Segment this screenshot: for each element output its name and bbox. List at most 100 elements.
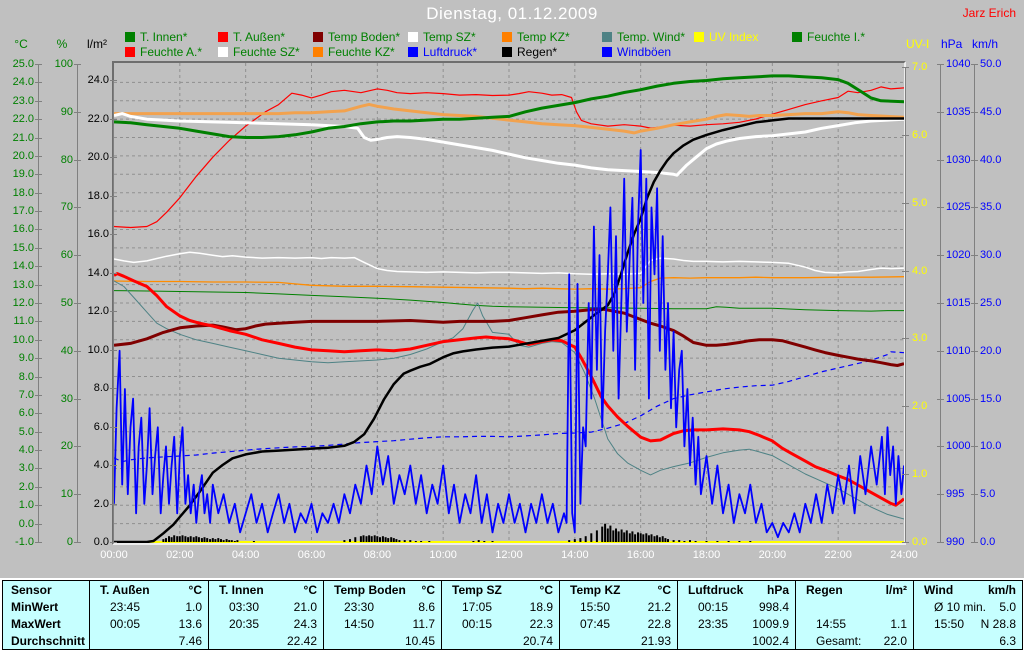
axis-ticklabel-percent: 10 (60, 488, 73, 501)
regen-rate-bar (716, 541, 719, 542)
table-max-0: 00:05 13.6 (90, 615, 208, 632)
table-header-1-value: °C (303, 582, 317, 597)
table-col-luftdruck: Luftdruck hPa 00:15 998.4 23:35 1009.9 1002.4 (677, 581, 795, 649)
table-min-7-value: 5.0 (999, 599, 1016, 614)
axis-tick-celsius (35, 431, 42, 433)
axis-tick-percent (74, 111, 81, 113)
axis-ticklabel-kmh: 20.0 (980, 344, 1002, 357)
axis-tick-kmh (971, 207, 978, 209)
table-header-5: Luftdruck hPa (678, 581, 795, 598)
windboeen-line (114, 149, 904, 539)
table-max-5-value: 1009.9 (752, 616, 789, 631)
axis-header-kmh: km/h (972, 37, 999, 51)
regen-rate-bar (650, 534, 653, 542)
axis-header-hpa: hPa (941, 37, 963, 51)
axis-tick-rain (110, 234, 117, 235)
statistics-table: Sensor MinWert MaxWert Durchschnitt T. Außen… (2, 580, 1023, 650)
legend-label: Regen* (517, 45, 558, 59)
table-header-2-label: Temp Boden (334, 582, 406, 597)
regen-rate-bar (645, 533, 648, 542)
axis-ticklabel-uv: 7.0 (912, 61, 928, 73)
axis-ticklabel-rain: 4.0 (93, 459, 109, 471)
table-min-0: 23:45 1.0 (90, 598, 208, 615)
regen-rate-bar (634, 534, 637, 542)
axis-ticklabel-percent: 0 (66, 536, 73, 548)
axis-tick-celsius (35, 394, 42, 396)
table-avg-5-value: 1002.4 (752, 633, 789, 648)
table-max-7: 15:50 N 28.8 (914, 615, 1022, 632)
regen-rate-bar (625, 530, 628, 542)
table-col-tempsz: Temp SZ °C 17:05 18.9 00:15 22.3 20.74 (441, 581, 559, 649)
axis-ticklabel-hpa: 1035 (946, 105, 971, 118)
table-header-4: Temp KZ °C (560, 581, 677, 598)
axis-line-uv (905, 67, 906, 542)
axis-tick-celsius (35, 247, 42, 249)
axis-tick-hpa (937, 542, 944, 543)
axis-tick-rain (110, 157, 117, 158)
axis-ticklabel-rain: 18.0 (87, 189, 109, 202)
axis-ticklabel-kmh: 35.0 (980, 201, 1002, 214)
axis-tick-rain (110, 465, 117, 466)
table-min-5-value: 998.4 (758, 599, 789, 614)
axis-ticklabel-celsius: 23.0 (12, 94, 34, 107)
x-axis-label: 02:00 (166, 549, 194, 561)
axis-tick-kmh (971, 111, 978, 113)
axis-ticklabel-kmh: 25.0 (980, 297, 1002, 309)
axis-tick-celsius (35, 192, 42, 194)
regen-rate-bar (379, 537, 381, 542)
table-header-3: Temp SZ °C (442, 581, 559, 598)
regen-rate-bar (601, 526, 604, 542)
table-max-4-label: 07:45 (580, 616, 611, 631)
legend-swatch-icon (792, 32, 802, 42)
axis-ticklabel-celsius: 1.0 (18, 499, 34, 512)
table-avg-6: Gesamt: 22.0 (796, 632, 913, 649)
regen-rate-bar (176, 536, 179, 542)
regen-rate-bar (398, 540, 401, 542)
axis-header-celsius: °C (14, 37, 28, 51)
axis-ticklabel-kmh: 15.0 (980, 392, 1002, 405)
regen-rate-bar (200, 538, 203, 542)
legend-label: Temp KZ* (517, 30, 570, 44)
axis-ticklabel-kmh: 45.0 (980, 105, 1002, 118)
table-header-5-label: Luftdruck (688, 582, 744, 597)
table-max-7-label: 15:50 (934, 616, 965, 631)
axis-ticklabel-percent: 60 (60, 249, 73, 262)
regen-rate-bar (609, 525, 612, 542)
axis-tick-uv (902, 474, 909, 476)
regen-rate-bar (178, 536, 181, 542)
regen-rate-bar (683, 541, 686, 542)
x-axis-label: 08:00 (363, 549, 392, 561)
regen-rate-bar (225, 539, 228, 542)
axis-tick-celsius (35, 542, 42, 543)
regen-rate-bar (595, 530, 598, 542)
axis-ticklabel-hpa: 1030 (946, 153, 971, 166)
axis-tick-rain (110, 349, 117, 351)
axis-ticklabel-celsius: 0.0 (18, 517, 34, 530)
axis-ticklabel-celsius: 25.0 (12, 57, 34, 70)
legend-item-tinnen: T. Innen* (125, 31, 187, 43)
table-max-0-label: 00:05 (110, 616, 141, 631)
regen-rate-bar (222, 540, 225, 542)
axis-tick-rain (110, 118, 117, 120)
legend-swatch-icon (502, 32, 512, 42)
regen-rate-bar (365, 536, 368, 542)
legend-item-tempwind: Temp. Wind* (602, 31, 685, 43)
axis-ticklabel-rain: 0.0 (93, 536, 109, 548)
table-header-7-value: km/h (987, 582, 1016, 597)
regen-rate-bar (165, 538, 167, 542)
axis-ticklabel-uv: 6.0 (912, 128, 928, 141)
table-avg-2-value: 10.45 (404, 633, 435, 648)
axis-tick-kmh (971, 542, 978, 543)
table-min-7-label: Ø 10 min. (934, 599, 987, 614)
axis-ticklabel-celsius: 20.0 (12, 149, 34, 162)
regen-rate-bar (749, 541, 752, 542)
axis-tick-celsius (35, 339, 42, 341)
author-label: Jarz Erich (962, 6, 1016, 20)
axis-tick-celsius (35, 321, 42, 323)
regen-rate-bar (689, 540, 691, 542)
x-axis-label: 16:00 (626, 549, 655, 561)
table-header-3-value: °C (539, 582, 553, 597)
legend-label: UV Index (709, 30, 759, 44)
legend-swatch-icon (502, 47, 512, 57)
regen-rate-bar (349, 539, 351, 542)
